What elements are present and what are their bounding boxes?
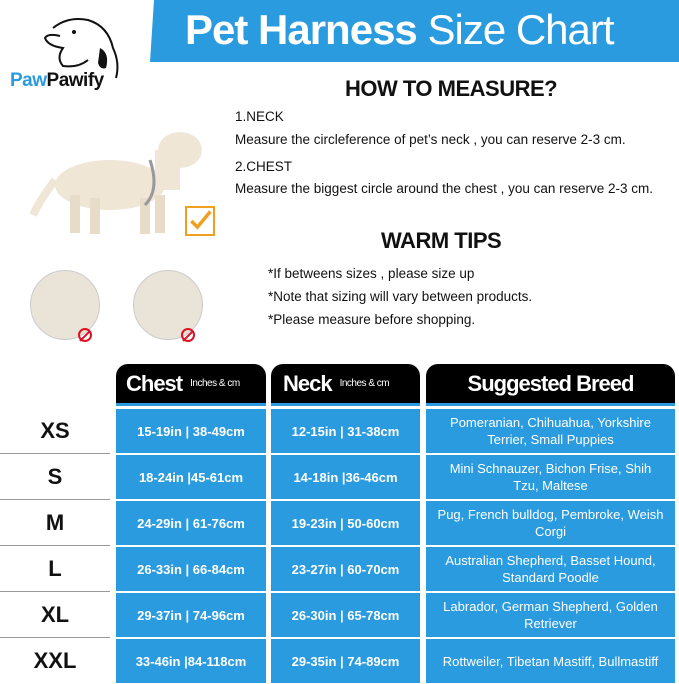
- prohibited-icon: [181, 328, 195, 342]
- how-to-measure-heading: HOW TO MEASURE?: [345, 76, 558, 101]
- size-label: M: [45, 510, 65, 535]
- table-row: M 24-29in | 61-76cm 19-23in | 50-60cm Pu…: [0, 500, 679, 546]
- breed-column-header: Suggested Breed: [426, 364, 675, 406]
- neck-cell: 14-18in |36-46cm: [271, 455, 420, 499]
- prohibited-icon: [78, 328, 92, 342]
- page-title: Pet Harness Size Chart: [185, 6, 615, 53]
- row-divider: [0, 499, 110, 500]
- tip-item: *Please measure before shopping.: [268, 312, 476, 327]
- size-label: S: [47, 464, 63, 489]
- breed-cell: Australian Shepherd, Basset Hound, Stand…: [426, 547, 675, 591]
- table-row: L 26-33in | 66-84cm 23-27in | 60-70cm Au…: [0, 546, 679, 592]
- breed-cell: Mini Schnauzer, Bichon Frise, Shih Tzu, …: [426, 455, 675, 499]
- breed-cell: Rottweiler, Tibetan Mastiff, Bullmastiff: [426, 639, 675, 683]
- breed-cell: Pomeranian, Chihuahua, Yorkshire Terrier…: [426, 409, 675, 453]
- row-divider: [0, 453, 110, 454]
- table-row: S 18-24in |45-61cm 14-18in |36-46cm Mini…: [0, 454, 679, 500]
- checkmark-icon: [185, 206, 215, 236]
- breed-cell: Pug, French bulldog, Pembroke, Weish Cor…: [426, 501, 675, 545]
- row-divider: [0, 545, 110, 546]
- size-label: XL: [40, 602, 70, 627]
- brand-logo: PawPawify: [10, 70, 104, 91]
- dog-wearing-harness-image: [30, 132, 202, 234]
- neck-cell: 19-23in | 50-60cm: [271, 501, 420, 545]
- size-label: XS: [40, 418, 70, 443]
- neck-cell: 29-35in | 74-89cm: [271, 639, 420, 683]
- tip-item: *Note that sizing will vary between prod…: [268, 289, 533, 304]
- warm-tips-heading: WARM TIPS: [381, 228, 502, 253]
- size-label: L: [48, 556, 62, 581]
- neck-instruction: Measure the circleference of pet’s neck …: [235, 132, 626, 147]
- chest-label: 2.CHEST: [235, 159, 293, 174]
- row-divider: [0, 637, 110, 638]
- table-row: XS 15-19in | 38-49cm 12-15in | 31-38cm P…: [0, 408, 679, 454]
- chest-column-header: Chest Inches & cm: [116, 364, 266, 406]
- neck-label: 1.NECK: [235, 109, 284, 124]
- chest-cell: 15-19in | 38-49cm: [116, 409, 266, 453]
- neck-column-header: Neck Inches & cm: [271, 364, 420, 406]
- title-banner: [150, 0, 679, 62]
- chest-cell: 26-33in | 66-84cm: [116, 547, 266, 591]
- table-row: XXL 33-46in |84-118cm 29-35in | 74-89cm …: [0, 638, 679, 684]
- tip-item: *If betweens sizes , please size up: [268, 266, 475, 281]
- breed-cell: Labrador, German Shepherd, Golden Retrie…: [426, 593, 675, 637]
- chest-cell: 24-29in | 61-76cm: [116, 501, 266, 545]
- neck-cell: 12-15in | 31-38cm: [271, 409, 420, 453]
- neck-cell: 23-27in | 60-70cm: [271, 547, 420, 591]
- chest-cell: 29-37in | 74-96cm: [116, 593, 266, 637]
- table-row: XL 29-37in | 74-96cm 26-30in | 65-78cm L…: [0, 592, 679, 638]
- chest-cell: 18-24in |45-61cm: [116, 455, 266, 499]
- row-divider: [0, 591, 110, 592]
- chest-instruction: Measure the biggest circle around the ch…: [235, 181, 653, 196]
- chest-cell: 33-46in |84-118cm: [116, 639, 266, 683]
- neck-cell: 26-30in | 65-78cm: [271, 593, 420, 637]
- dog-logo-icon: [43, 18, 119, 79]
- size-label: XXL: [33, 648, 77, 673]
